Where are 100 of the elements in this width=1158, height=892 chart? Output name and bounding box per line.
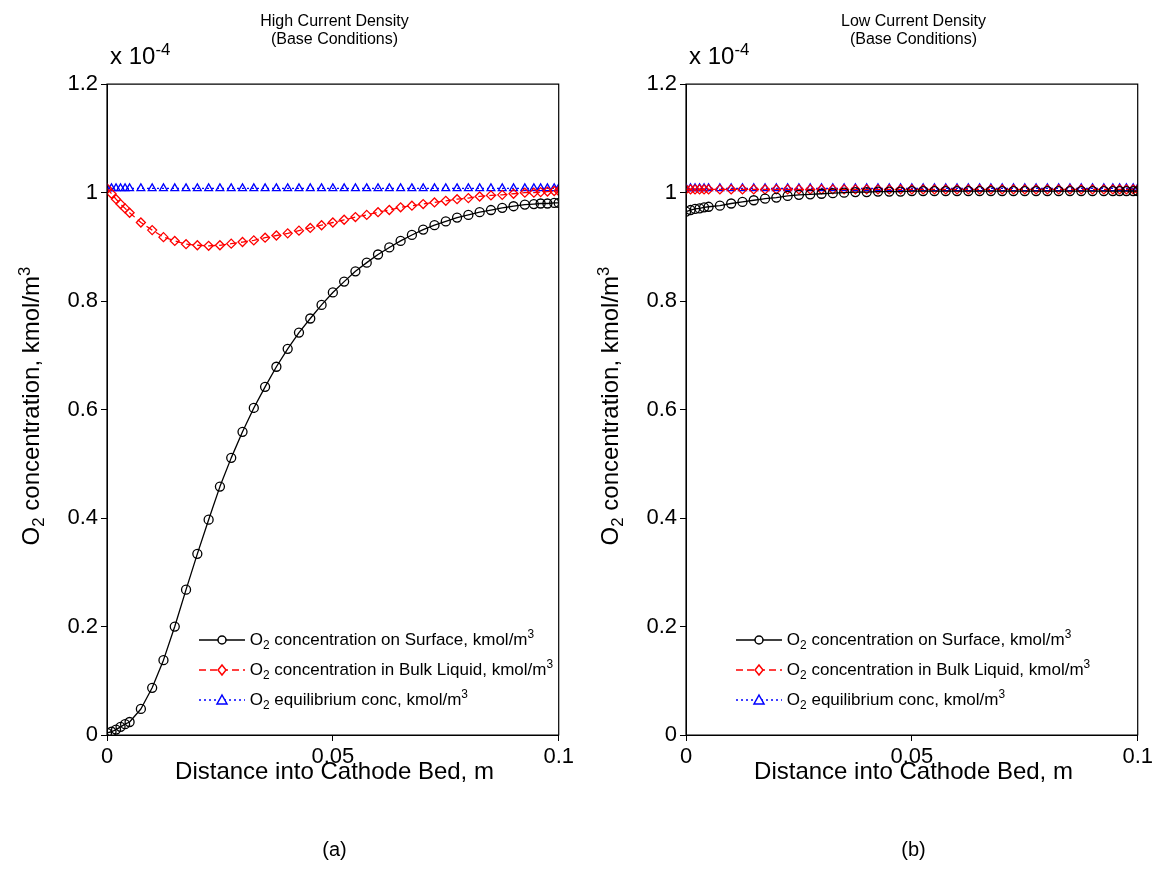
point <box>169 621 180 632</box>
point <box>528 198 540 210</box>
point <box>271 361 282 372</box>
point <box>485 204 497 216</box>
point <box>203 240 214 251</box>
point <box>542 183 552 192</box>
point <box>452 183 462 192</box>
point <box>215 183 225 192</box>
point <box>350 266 361 277</box>
point <box>180 239 192 250</box>
point <box>305 313 316 324</box>
point <box>497 202 508 213</box>
point <box>542 198 553 209</box>
point <box>169 235 180 247</box>
point <box>463 192 474 204</box>
point <box>440 216 451 227</box>
point <box>339 276 350 287</box>
point <box>111 183 121 192</box>
point <box>136 183 146 192</box>
point <box>535 186 546 198</box>
x-tick-label: 0.1 <box>1122 743 1154 769</box>
point <box>542 186 553 197</box>
point <box>226 183 236 192</box>
y-tick-label: 1 <box>85 178 98 204</box>
text: x 10$^{-4}$ <box>689 40 750 70</box>
text: (a) <box>321 838 348 861</box>
point <box>339 183 349 192</box>
point <box>317 183 327 192</box>
point <box>529 183 539 192</box>
point <box>327 217 338 228</box>
point <box>486 183 496 192</box>
point <box>181 183 191 192</box>
legend-label: O$_{2}$ concentration in Bulk Liquid, kmol/m$^{3}$ <box>786 657 1091 683</box>
y-tick-label: 0.4 <box>67 504 98 530</box>
point <box>214 481 226 492</box>
point <box>135 703 147 715</box>
point <box>305 222 316 234</box>
point <box>508 183 519 192</box>
point <box>147 183 157 192</box>
point <box>350 183 360 192</box>
point <box>395 235 406 247</box>
point <box>271 230 282 241</box>
point <box>248 402 259 414</box>
y-tick-label: 0.8 <box>646 287 677 313</box>
point <box>372 207 384 218</box>
point <box>395 202 406 213</box>
point <box>204 183 214 192</box>
point <box>125 183 135 192</box>
point <box>116 183 126 192</box>
legend-label: O$_{2}$ concentration on Surface, kmol/m$^{3}$ <box>249 627 535 653</box>
point <box>110 194 122 205</box>
point <box>214 240 226 251</box>
point <box>549 197 559 209</box>
point <box>406 229 418 241</box>
point <box>203 514 214 525</box>
y-tick-label: 0 <box>664 721 677 747</box>
y-tick-label: 0 <box>85 721 98 747</box>
y-tick-label: 0.2 <box>67 612 98 638</box>
point <box>107 726 117 735</box>
chart-title: Low Current Density <box>840 12 987 30</box>
y-tick-label: 1.2 <box>646 70 677 96</box>
point <box>384 183 394 192</box>
point <box>519 199 530 210</box>
point <box>237 236 248 248</box>
point <box>429 197 440 208</box>
point <box>135 217 147 228</box>
point <box>249 183 259 192</box>
point <box>372 249 384 260</box>
point <box>474 207 485 218</box>
point <box>226 452 237 464</box>
point <box>119 719 131 730</box>
point <box>528 187 540 198</box>
y-tick-label: 1 <box>664 178 677 204</box>
point <box>260 183 270 192</box>
point <box>406 200 418 211</box>
point <box>192 183 202 192</box>
point <box>282 343 293 355</box>
point <box>192 240 203 251</box>
y-tick-label: 0.4 <box>646 504 677 530</box>
point <box>115 721 126 733</box>
y-tick-label: 0.8 <box>67 287 98 313</box>
point <box>451 194 463 205</box>
point <box>497 189 508 200</box>
point <box>463 183 473 192</box>
point <box>147 682 158 693</box>
point <box>115 198 126 210</box>
point <box>520 183 530 192</box>
chart-subtitle: (Base Conditions) <box>849 30 978 47</box>
point <box>158 655 169 666</box>
point <box>305 183 315 192</box>
point <box>119 203 131 214</box>
point <box>248 235 259 246</box>
point <box>110 724 122 735</box>
point <box>339 214 350 225</box>
point <box>396 183 406 192</box>
legend-label: O$_{2}$ concentration on Surface, kmol/m$^{3}$ <box>786 627 1072 653</box>
x-tick-label: 0.1 <box>543 743 575 769</box>
point <box>180 584 192 595</box>
point <box>107 188 117 199</box>
point <box>475 183 485 192</box>
